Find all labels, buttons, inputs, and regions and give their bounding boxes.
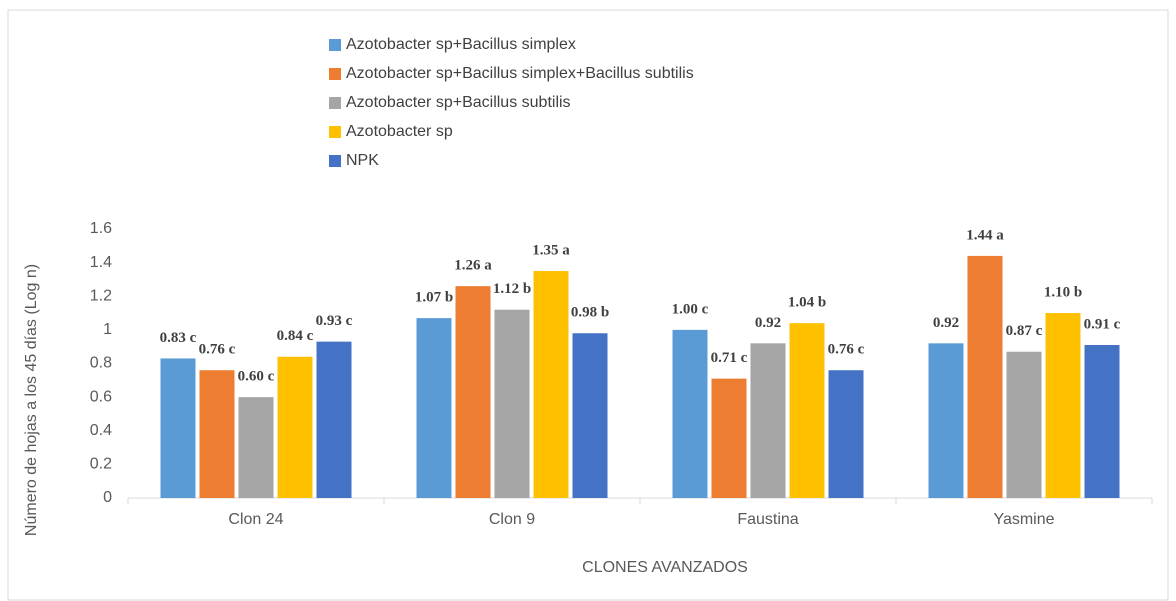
bar: [1084, 345, 1120, 498]
bar: [316, 341, 352, 498]
legend-label: NPK: [346, 152, 379, 169]
value-label: 1.26 a: [454, 258, 492, 274]
value-label: 0.93 c: [316, 313, 353, 329]
value-label: 0.71 c: [711, 350, 748, 366]
bar: [533, 271, 569, 498]
bar: [494, 309, 530, 498]
bar: [277, 356, 313, 498]
value-label: 0.76 c: [199, 342, 236, 358]
legend-swatch: [329, 97, 341, 109]
value-label: 0.60 c: [238, 369, 275, 385]
value-label: 0.92: [755, 315, 781, 331]
value-label: 0.91 c: [1084, 316, 1121, 332]
y-tick-label: 0.2: [90, 456, 112, 473]
value-label: 1.35 a: [532, 242, 570, 258]
bar: [1045, 313, 1081, 498]
value-label: 0.84 c: [277, 328, 314, 344]
value-label: 0.76 c: [828, 342, 865, 358]
value-label: 1.07 b: [415, 290, 453, 306]
x-tick-label: Clon 24: [228, 511, 283, 528]
legend-label: Azotobacter sp+Bacillus simplex+Bacillus…: [346, 65, 694, 82]
legend-label: Azotobacter sp: [346, 123, 453, 140]
bar: [750, 343, 786, 498]
bar: [967, 255, 1003, 498]
bar: [789, 323, 825, 498]
bar: [928, 343, 964, 498]
y-axis-title: Número de hojas a los 45 días (Log n): [23, 264, 40, 536]
legend-label: Azotobacter sp+Bacillus subtilis: [346, 94, 571, 111]
bar: [711, 378, 747, 498]
value-label: 1.00 c: [672, 301, 709, 317]
y-tick-label: 1.4: [90, 254, 112, 271]
y-tick-label: 1.6: [90, 220, 112, 237]
x-tick-label: Faustina: [737, 511, 798, 528]
value-label: 1.10 b: [1044, 285, 1082, 301]
y-tick-label: 0.6: [90, 388, 112, 405]
legend-swatch: [329, 126, 341, 138]
y-tick-label: 1.2: [90, 287, 112, 304]
y-tick-label: 1: [103, 321, 112, 338]
value-label: 0.98 b: [571, 305, 609, 321]
x-tick-label: Yasmine: [993, 511, 1054, 528]
legend-swatch: [329, 39, 341, 51]
x-axis-title: CLONES AVANZADOS: [582, 559, 748, 576]
value-label: 0.92: [933, 315, 959, 331]
value-label: 0.87 c: [1006, 323, 1043, 339]
bar: [160, 358, 196, 498]
y-tick-label: 0: [103, 489, 112, 506]
bar: [199, 370, 235, 498]
bar: [238, 397, 274, 498]
legend-swatch: [329, 155, 341, 167]
y-tick-label: 0.8: [90, 355, 112, 372]
bar: [828, 370, 864, 498]
bar: [416, 318, 452, 498]
bar: [1006, 351, 1042, 498]
value-label: 1.44 a: [966, 227, 1004, 243]
bar: [672, 329, 708, 498]
value-label: 1.04 b: [788, 295, 826, 311]
x-tick-label: Clon 9: [489, 511, 535, 528]
y-tick-label: 0.4: [90, 422, 112, 439]
value-label: 1.12 b: [493, 281, 531, 297]
legend-label: Azotobacter sp+Bacillus simplex: [346, 36, 576, 53]
bar: [455, 286, 491, 498]
bar: [572, 333, 608, 498]
value-label: 0.83 c: [160, 330, 197, 346]
legend-swatch: [329, 68, 341, 80]
